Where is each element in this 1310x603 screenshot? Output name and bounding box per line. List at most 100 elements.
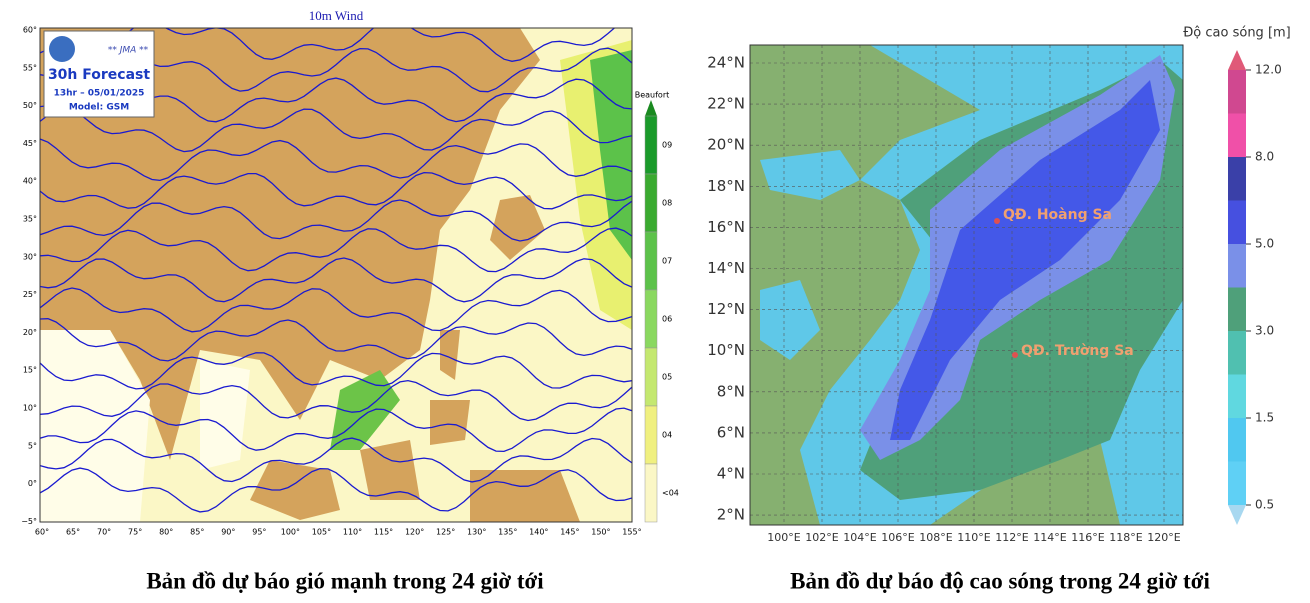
- beaufort-colorbar: 09 08 07 06 05 04 <04: [644, 100, 679, 523]
- lon-label: 150°: [591, 528, 610, 537]
- colorbar-segment: [1228, 418, 1246, 462]
- lon-label: 118°E: [1109, 531, 1142, 544]
- isobar: [40, 227, 632, 273]
- colorbar-arrow: [1228, 50, 1246, 70]
- colorbar-label: 09: [662, 141, 672, 150]
- isobar: [40, 138, 632, 182]
- colorbar-label: 06: [662, 315, 672, 324]
- lon-label: 120°E: [1147, 531, 1180, 544]
- colorbar-label: 1.5: [1255, 411, 1274, 425]
- lat-label: 20°N: [707, 136, 745, 154]
- lat-label: 45°: [23, 139, 37, 148]
- colorbar-segment: [644, 289, 658, 349]
- lon-label: 125°: [436, 528, 455, 537]
- lon-label: 135°: [498, 528, 517, 537]
- lat-label: 18°N: [707, 177, 745, 195]
- lon-label: 85°: [190, 528, 204, 537]
- colorbar-segment: [1228, 374, 1246, 418]
- lon-label: 110°E: [957, 531, 990, 544]
- colorbar-segment: [1228, 461, 1246, 505]
- lat-label: 12°N: [707, 300, 745, 318]
- lon-label: 112°E: [995, 531, 1028, 544]
- colorbar-label: 12.0: [1255, 63, 1282, 77]
- lat-label: 10°N: [707, 341, 745, 359]
- colorbar-label: <04: [662, 489, 679, 498]
- caption: Bản đồ dự báo gió mạnh trong 24 giờ tới: [146, 568, 544, 593]
- colorbar-segment: [1228, 331, 1246, 375]
- lon-label: 116°E: [1071, 531, 1104, 544]
- colorbar-segment: [1228, 287, 1246, 331]
- lat-label: 10°: [23, 404, 37, 413]
- colorbar-segment: [1228, 113, 1246, 157]
- lon-label: 114°E: [1033, 531, 1066, 544]
- lon-label: 75°: [128, 528, 142, 537]
- lon-label: 106°E: [881, 531, 914, 544]
- lon-label: 70°: [97, 528, 111, 537]
- lon-label: 60°: [35, 528, 49, 537]
- place-label: QĐ. Trường Sa: [1021, 343, 1134, 359]
- lon-label: 140°: [529, 528, 548, 537]
- lat-label: 0°: [28, 479, 37, 488]
- colorbar-label: 05: [662, 373, 672, 382]
- lon-label: 120°: [405, 528, 424, 537]
- lon-label: 104°E: [843, 531, 876, 544]
- colorbar-label: 08: [662, 199, 672, 208]
- lat-label: 22°N: [707, 95, 745, 113]
- place-label: QĐ. Hoàng Sa: [1003, 207, 1112, 223]
- logo-forecast: 30h Forecast: [48, 67, 150, 83]
- place-marker: [1012, 352, 1018, 358]
- logo-agency: ** JMA **: [108, 46, 149, 56]
- lon-label: 100°E: [767, 531, 800, 544]
- colorbar-segment: [644, 231, 658, 291]
- colorbar-label: 5.0: [1255, 237, 1274, 251]
- colorbar-segment: [644, 115, 658, 175]
- isobar: [40, 407, 632, 453]
- isobar: [40, 379, 632, 422]
- wind-map: [40, 28, 632, 522]
- lat-label: 15°: [23, 366, 37, 375]
- colorbar-segment: [1228, 200, 1246, 244]
- logo-time: 13hr – 05/01/2025: [54, 89, 145, 99]
- caption: Bản đồ dự báo độ cao sóng trong 24 giờ t…: [790, 568, 1210, 593]
- colorbar-title: Beaufort: [635, 91, 670, 100]
- lat-label: 35°: [23, 215, 37, 224]
- isobar: [40, 28, 616, 62]
- isobar: [40, 467, 632, 513]
- isobar: [40, 318, 632, 362]
- lon-label: 155°: [622, 528, 641, 537]
- lon-label: 100°: [281, 528, 300, 537]
- colorbar-label: 3.0: [1255, 324, 1274, 338]
- lat-label: 6°N: [717, 423, 745, 441]
- lon-label: 95°: [252, 528, 266, 537]
- lat-label: 8°N: [717, 382, 745, 400]
- colorbar-label: 04: [662, 431, 672, 440]
- colorbar-segment: [1228, 70, 1246, 114]
- colorbar-label: 8.0: [1255, 150, 1274, 164]
- wave-map: [750, 45, 1183, 525]
- lat-label: 20°: [23, 328, 37, 337]
- colorbar-title: Độ cao sóng [m]: [1183, 26, 1291, 41]
- colorbar-segment: [644, 347, 658, 407]
- lat-label: 55°: [23, 63, 37, 72]
- lon-label: 130°: [467, 528, 486, 537]
- colorbar-label: 0.5: [1255, 498, 1274, 512]
- lon-label: 110°: [343, 528, 362, 537]
- isobar: [40, 257, 632, 303]
- lat-label: 60°: [23, 26, 37, 35]
- colorbar-segment: [644, 173, 658, 233]
- map-frame: [39, 27, 633, 523]
- place-marker: [994, 218, 1000, 224]
- lat-label: 2°N: [717, 506, 745, 524]
- lat-label: 25°: [23, 290, 37, 299]
- lat-label: 5°: [28, 441, 37, 450]
- lat-label: 14°N: [707, 259, 745, 277]
- lon-label: 105°: [312, 528, 331, 537]
- lon-label: 90°: [221, 528, 235, 537]
- lon-label: 145°: [560, 528, 579, 537]
- lon-label: 115°: [374, 528, 393, 537]
- lat-label: 30°: [23, 252, 37, 261]
- isobar: [40, 199, 632, 242]
- logo-icon: [49, 36, 75, 62]
- isobar: [40, 107, 632, 153]
